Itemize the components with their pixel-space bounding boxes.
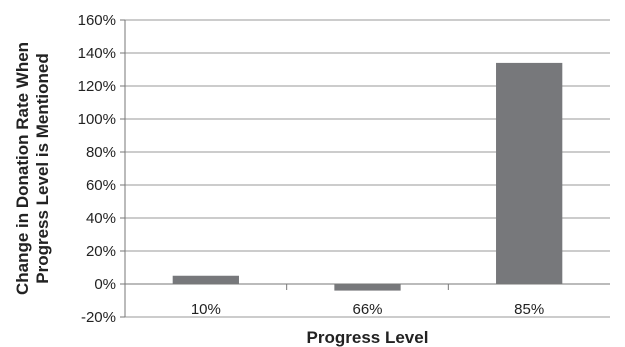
- bar-66pct: [334, 284, 401, 291]
- y-axis-title-line: Change in Donation Rate When: [13, 42, 32, 295]
- y-tick-label: 80%: [86, 144, 116, 161]
- x-category-label: 10%: [191, 301, 221, 318]
- y-tick-label: 140%: [78, 45, 116, 62]
- axes: [124, 20, 610, 317]
- y-tick-label: 20%: [86, 243, 116, 260]
- x-axis-title: Progress Level: [307, 328, 429, 347]
- y-tick-label: -20%: [81, 309, 116, 326]
- x-category-labels: 10% 66% 85%: [191, 301, 544, 318]
- y-tick-labels: -20% 0% 20% 40% 60% 80% 100% 120% 140% 160%: [78, 12, 116, 326]
- x-category-label: 66%: [352, 301, 382, 318]
- y-tick-label: 60%: [86, 177, 116, 194]
- bar-10pct: [172, 275, 239, 284]
- y-tick-label: 40%: [86, 210, 116, 227]
- y-tick-label: 120%: [78, 78, 116, 95]
- y-tick-label: 100%: [78, 111, 116, 128]
- bar-85pct: [496, 62, 563, 285]
- bars: [172, 62, 563, 291]
- y-axis-title-line: Progress Level is Mentioned: [33, 53, 52, 284]
- x-category-label: 85%: [514, 301, 544, 318]
- y-tick-label: 160%: [78, 12, 116, 29]
- y-tick-label: 0%: [94, 276, 116, 293]
